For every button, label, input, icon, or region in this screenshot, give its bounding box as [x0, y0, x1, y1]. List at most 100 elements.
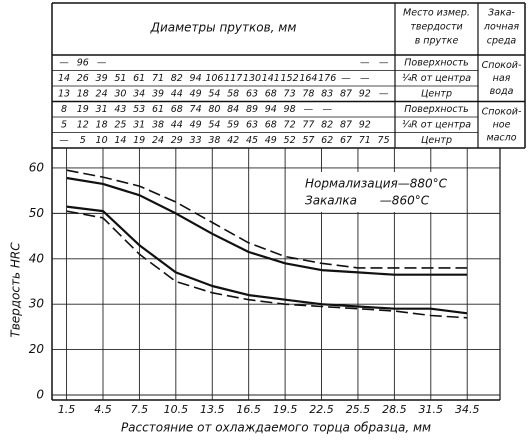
table-cell: 49 [190, 119, 202, 130]
table-cell: — [304, 104, 314, 115]
table-cell: 80 [208, 104, 220, 115]
table-medium: вода [490, 86, 514, 97]
table-cell: 130 [243, 73, 261, 84]
table-cell: 53 [133, 104, 145, 115]
table-cell: 71 [359, 135, 371, 146]
table-cell: 24 [152, 135, 164, 146]
table-cell: 106 [205, 73, 223, 84]
table-cell: 42 [227, 135, 239, 146]
table-cell: — [379, 88, 389, 99]
table-cell: 44 [171, 119, 183, 130]
table-cell: — [97, 57, 107, 68]
table-cell: 43 [114, 104, 126, 115]
table-header: Место измер. [403, 8, 470, 19]
y-tick-label: 20 [29, 342, 45, 356]
table-cell: 63 [246, 88, 258, 99]
table-cell: 5 [80, 135, 86, 146]
table-cell: 5 [61, 119, 67, 130]
table-cell: 38 [152, 119, 164, 130]
table-cell: 29 [171, 135, 183, 146]
table-cell: — [360, 57, 370, 68]
y-tick-label: 60 [29, 160, 45, 174]
table-cell: 18 [96, 119, 108, 130]
table-cell: 84 [227, 104, 239, 115]
curve [66, 176, 468, 276]
table-cell: 31 [133, 119, 145, 130]
table-cell: 92 [359, 88, 371, 99]
table-cell: 82 [171, 73, 183, 84]
table-medium: Спокой- [482, 60, 522, 71]
table-cell: 31 [96, 104, 108, 115]
table-cell: — [59, 57, 69, 68]
table-header: среда [487, 36, 517, 47]
table-location: Поверхность [404, 104, 468, 115]
table-cell: 19 [77, 104, 89, 115]
table-header: Диаметры прутков, мм [150, 21, 297, 35]
table-cell: 62 [321, 135, 333, 146]
table-cell: 52 [284, 135, 296, 146]
table-cell: 89 [246, 104, 258, 115]
table-cell: 18 [77, 88, 89, 99]
table-header: в прутке [415, 36, 459, 47]
x-axis-label: Расстояние от охлаждаемого торца образца… [121, 421, 431, 435]
table-header: лочная [483, 22, 520, 33]
table-location: ¼R от центра [402, 73, 471, 84]
table-cell: 83 [321, 88, 333, 99]
table-cell: 73 [284, 88, 296, 99]
table-location: Поверхность [404, 57, 468, 68]
table-cell: — [59, 135, 69, 146]
table-cell: 12 [77, 119, 89, 130]
table-header: Зака- [488, 8, 515, 19]
table-cell: 74 [190, 104, 202, 115]
table-cell: 39 [152, 88, 164, 99]
table-cell: 98 [284, 104, 296, 115]
table-cell: 63 [246, 119, 258, 130]
table-cell: — [341, 73, 351, 84]
table-location: ¼R от центра [402, 119, 471, 130]
table-cell: 152 [281, 73, 299, 84]
table-cell: 61 [152, 104, 164, 115]
table-cell: 87 [340, 88, 352, 99]
x-tick-label: 28.5 [382, 403, 407, 416]
table-cell: — [379, 57, 389, 68]
table-cell: 33 [190, 135, 202, 146]
table-cell: 14 [58, 73, 70, 84]
table-cell: 72 [284, 119, 296, 130]
table-cell: 38 [208, 135, 220, 146]
x-tick-label: 4.5 [94, 403, 112, 416]
table-cell: 49 [190, 88, 202, 99]
table-cell: 77 [302, 119, 314, 130]
table-cell: 59 [227, 119, 239, 130]
table-cell: 82 [321, 119, 333, 130]
annotation: Нормализация—880°С [305, 177, 448, 191]
table-cell: 87 [340, 119, 352, 130]
table-cell: 75 [378, 135, 390, 146]
table-cell: — [360, 73, 370, 84]
x-tick-label: 31.5 [419, 403, 444, 416]
table-cell: 54 [208, 88, 220, 99]
table-cell: 67 [340, 135, 352, 146]
x-tick-label: 13.5 [200, 403, 225, 416]
x-tick-label: 22.5 [309, 403, 334, 416]
table-cell: 30 [114, 88, 126, 99]
table-cell: 34 [133, 88, 145, 99]
table-cell: 26 [77, 73, 89, 84]
table-header: твердости [410, 22, 462, 33]
table-medium: Спокой- [482, 106, 522, 117]
x-tick-label: 7.5 [131, 403, 149, 416]
x-tick-label: 10.5 [164, 403, 189, 416]
table-cell: — [322, 104, 332, 115]
table-medium: ная [493, 73, 511, 84]
table-cell: 19 [133, 135, 145, 146]
table-cell: 61 [133, 73, 145, 84]
table-location: Центр [421, 135, 452, 146]
table-cell: 58 [227, 88, 239, 99]
x-tick-label: 19.5 [273, 403, 298, 416]
table-cell: 96 [77, 57, 89, 68]
table-cell: 68 [171, 104, 183, 115]
table-cell: 14 [114, 135, 126, 146]
table-cell: 57 [302, 135, 314, 146]
legend-box [300, 172, 460, 212]
